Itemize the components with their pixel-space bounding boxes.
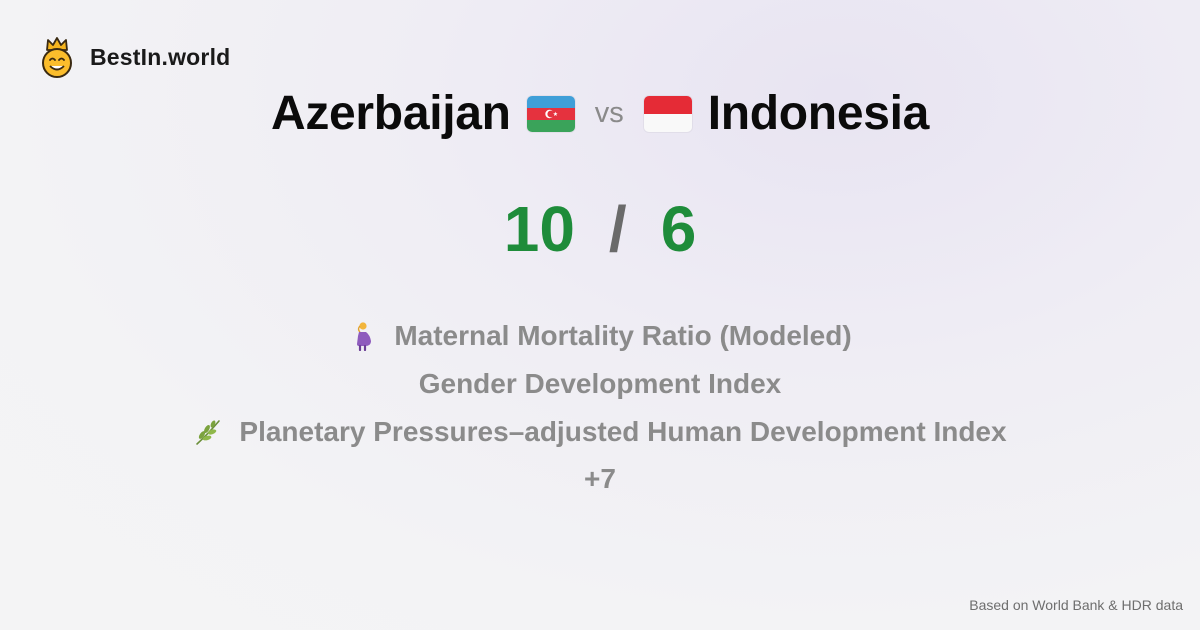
metric-item: Gender Development Index (419, 360, 782, 408)
metric-label: Planetary Pressures–adjusted Human Devel… (239, 416, 1007, 447)
metric-item: Planetary Pressures–adjusted Human Devel… (193, 408, 1007, 456)
country-a-name: Azerbaijan (270, 87, 511, 140)
more-metrics-count[interactable]: +7 (584, 463, 616, 494)
metric-item: Maternal Mortality Ratio (Modeled) (348, 312, 852, 360)
source-note: Based on World Bank & HDR data (969, 597, 1183, 613)
country-b-name: Indonesia (707, 87, 930, 140)
metric-label: Gender Development Index (418, 368, 782, 399)
azerbaijan-flag-icon (526, 95, 575, 132)
crowned-smiley-icon (42, 37, 72, 78)
score-separator: / (608, 193, 627, 265)
score-a: 10 (503, 193, 575, 265)
pregnant-woman-icon (357, 322, 372, 351)
vs-label: vs (594, 97, 624, 129)
comparison-headline: Azerbaijan vs Indonesia (0, 86, 1200, 141)
herb-icon (196, 420, 221, 445)
brand[interactable]: BestIn.world (38, 36, 230, 78)
score: 10 / 6 (0, 192, 1200, 266)
brand-name: BestIn.world (90, 43, 231, 70)
indonesia-flag-icon (643, 95, 692, 132)
metric-list: Maternal Mortality Ratio (Modeled) Gende… (0, 312, 1200, 502)
score-b: 6 (660, 193, 697, 265)
metric-label: Maternal Mortality Ratio (Modeled) (394, 320, 852, 351)
